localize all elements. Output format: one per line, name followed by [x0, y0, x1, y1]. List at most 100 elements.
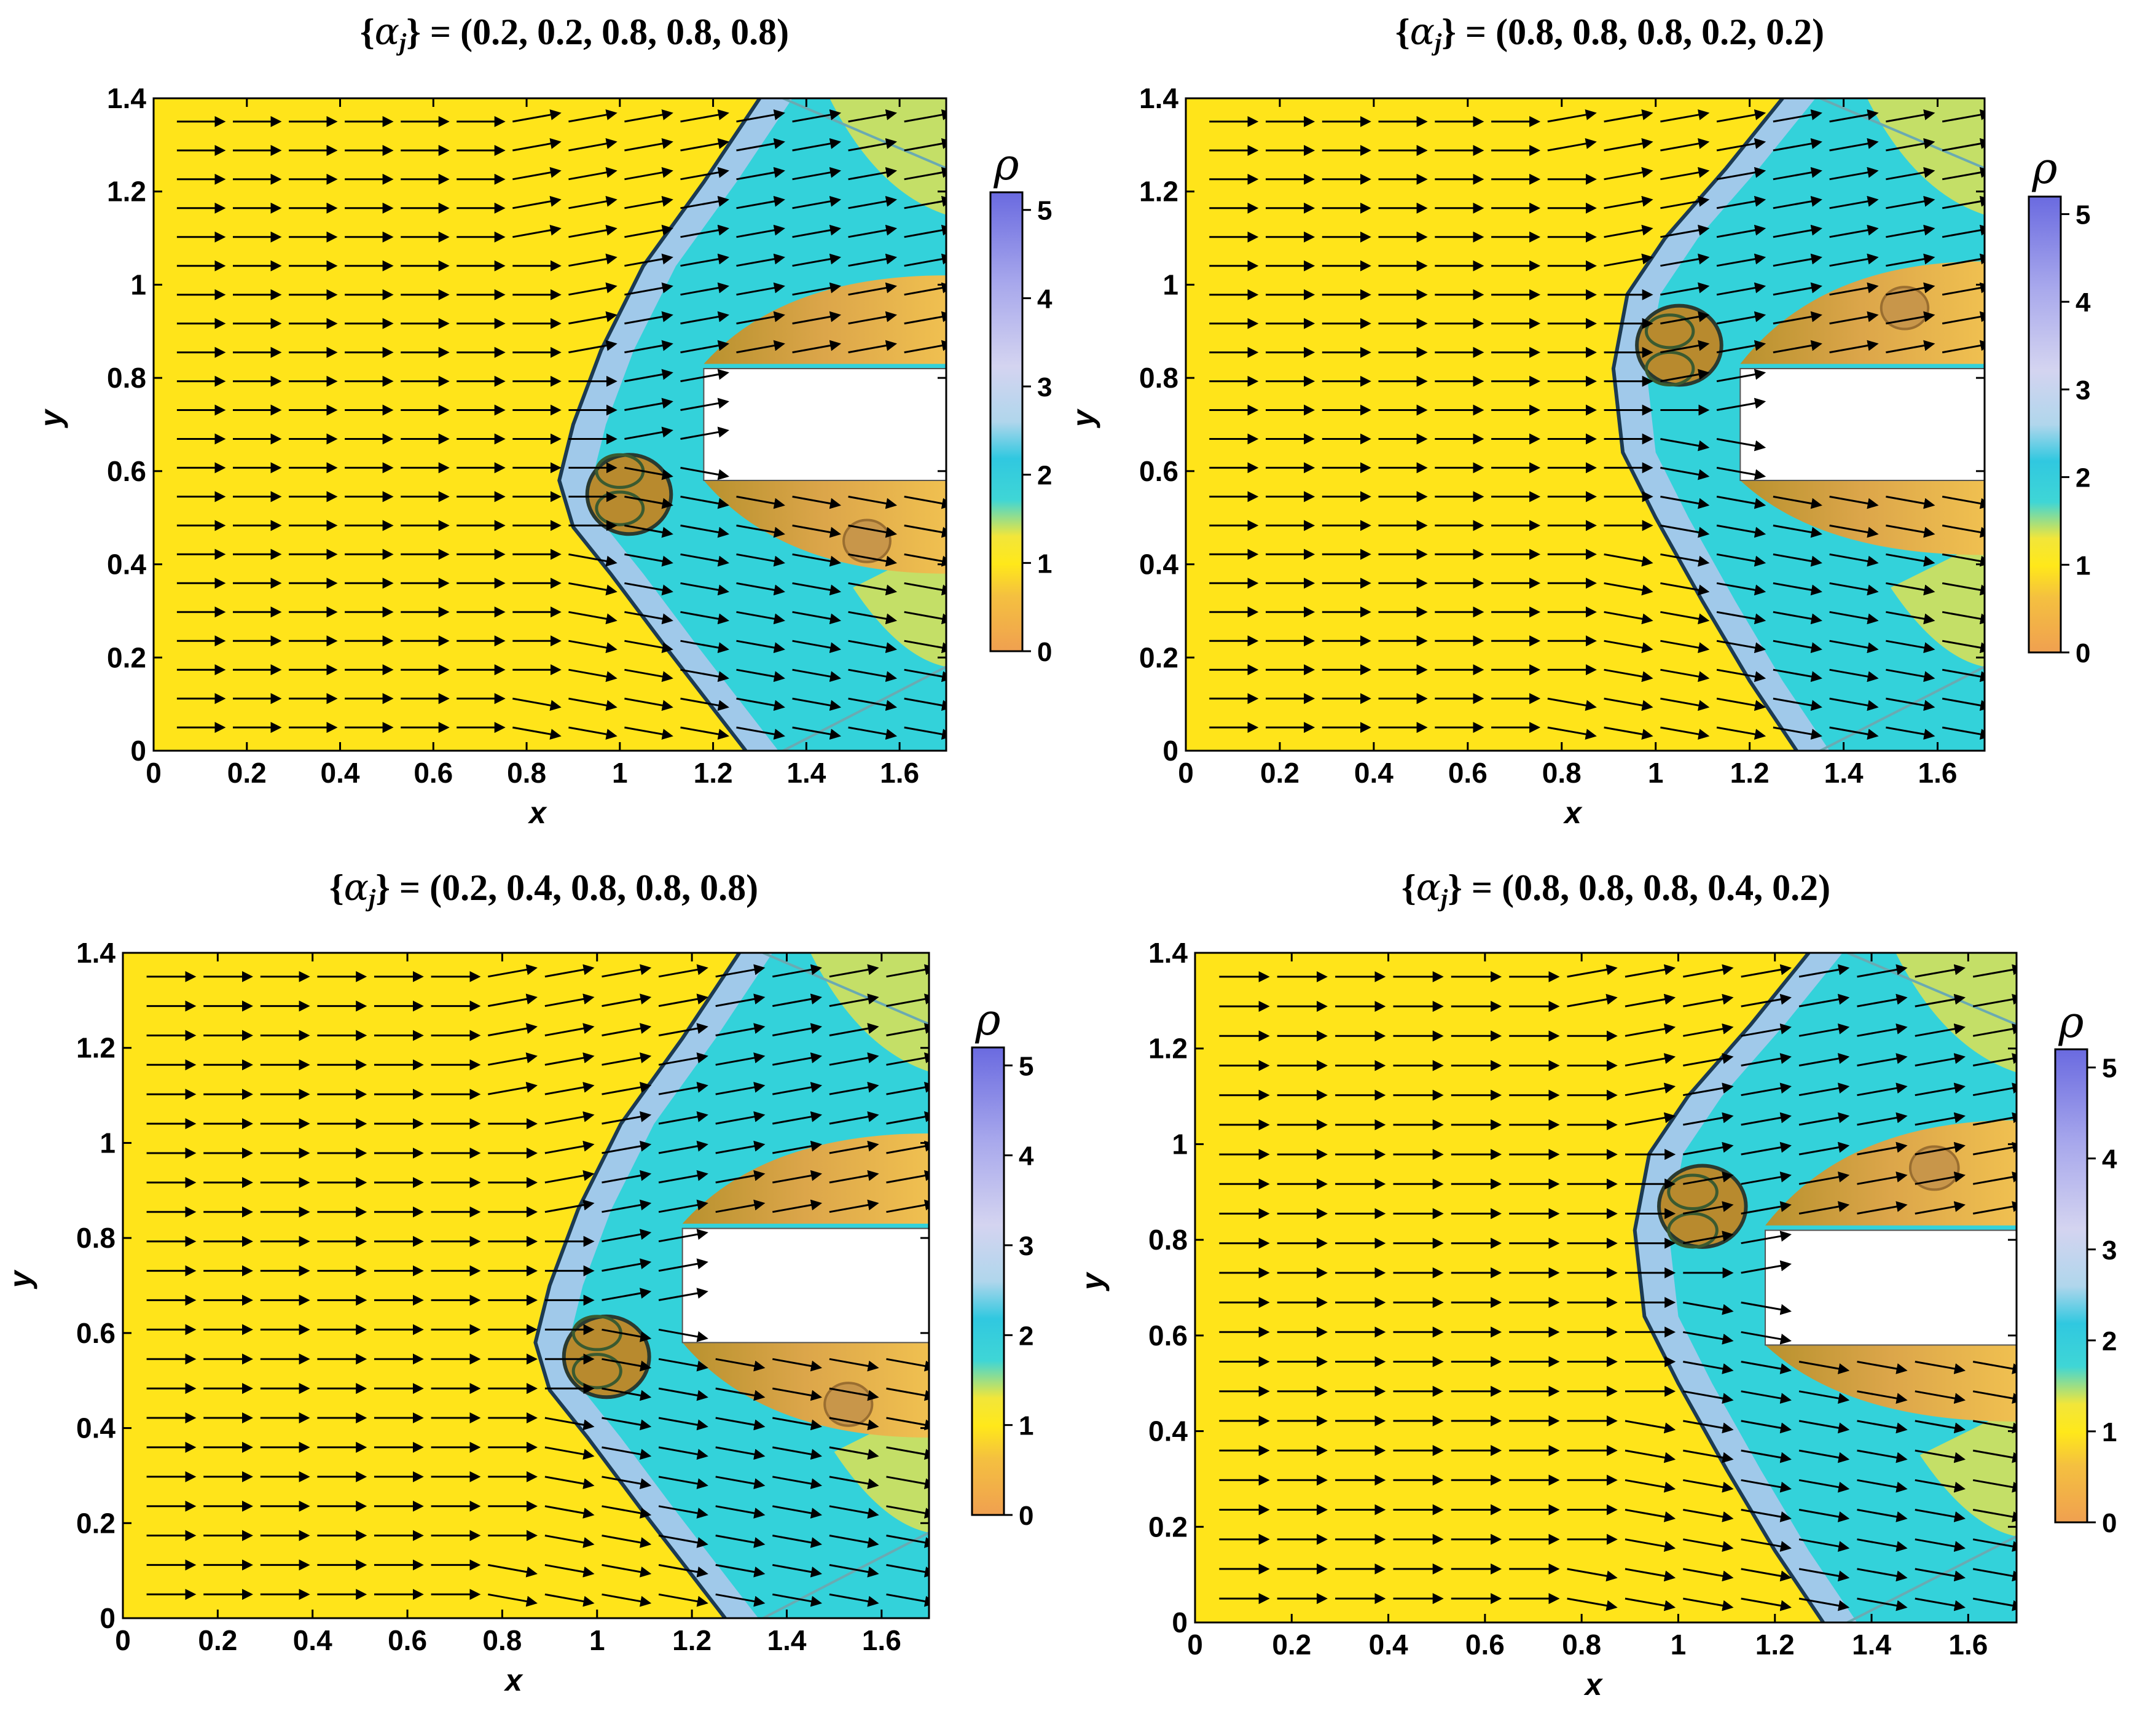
x-tick-label: 0.6 [414, 757, 453, 789]
velocity-arrow [1972, 1568, 2017, 1582]
velocity-arrow [792, 697, 842, 711]
colorbar-tick-label: 1 [2076, 550, 2090, 581]
y-tick-label: 1.4 [1148, 937, 1188, 969]
y-tick-label: 0.2 [1139, 641, 1178, 673]
velocity-arrow [1798, 1390, 1850, 1404]
y-tick-label: 1 [130, 268, 146, 300]
velocity-arrow [1604, 109, 1653, 123]
velocity-arrow [715, 1505, 766, 1519]
velocity-arrow [1942, 640, 1985, 654]
x-axis-label: x [1562, 796, 1583, 830]
velocity-arrow [658, 993, 708, 1008]
velocity-arrow [1857, 1082, 1908, 1097]
velocity-arrow [736, 582, 785, 596]
velocity-arrow [624, 109, 673, 123]
velocity-arrow [1716, 224, 1766, 238]
velocity-arrow [1798, 1509, 1850, 1522]
velocity-arrow [715, 1081, 766, 1095]
velocity-arrow [1773, 524, 1822, 538]
velocity-arrow [1660, 195, 1710, 209]
x-tick-label: 1.2 [672, 1624, 711, 1656]
velocity-arrow [1773, 253, 1822, 267]
velocity-arrow [1829, 495, 1879, 509]
velocity-arrow [1716, 438, 1766, 452]
velocity-arrow [602, 964, 652, 978]
colorbar-tick-label: 5 [2076, 200, 2090, 230]
velocity-arrow [1773, 697, 1822, 711]
velocity-arrow [1829, 253, 1879, 267]
solid-body [682, 1228, 929, 1343]
x-axis-label: x [527, 796, 547, 830]
velocity-arrow [680, 224, 729, 238]
velocity-arrow [658, 1417, 708, 1431]
x-tick-label: 1.4 [786, 757, 826, 789]
velocity-arrow [1972, 1112, 2017, 1126]
body-outline [681, 1227, 929, 1344]
velocity-arrow [1625, 993, 1676, 1008]
x-tick-label: 0.8 [1542, 757, 1582, 789]
colorbar-tick-label: 3 [2076, 375, 2090, 405]
velocity-arrow [1625, 1112, 1676, 1126]
colorbar-tick-label: 0 [2102, 1508, 2117, 1538]
velocity-arrow [602, 1328, 652, 1342]
velocity-arrow [1972, 993, 2017, 1008]
velocity-arrow [772, 1563, 823, 1578]
velocity-arrow [1942, 495, 1985, 509]
velocity-arrow [602, 993, 652, 1008]
colorbar-tick-label: 1 [1019, 1411, 1033, 1441]
velocity-arrow [568, 611, 617, 625]
velocity-arrow [1942, 726, 1985, 740]
velocity-arrow [1798, 1171, 1850, 1185]
velocity-arrow [1857, 1023, 1908, 1037]
panel-title: {αj} = (0.8, 0.8, 0.8, 0.2, 0.2) [1395, 10, 1824, 56]
velocity-arrow [1625, 1568, 1676, 1582]
velocity-arrow [829, 1111, 879, 1125]
velocity-arrow [1829, 524, 1879, 538]
velocity-arrow [829, 1199, 879, 1213]
velocity-arrow [886, 1140, 929, 1154]
velocity-arrow [1716, 668, 1766, 683]
velocity-arrow [1741, 1023, 1792, 1037]
velocity-arrow [680, 282, 729, 296]
velocity-arrow [1915, 1568, 1966, 1582]
velocity-arrow [1798, 1361, 1850, 1374]
x-tick-label: 1.6 [1948, 1629, 1988, 1661]
velocity-arrow [568, 224, 617, 238]
colorbar-gradient [2054, 1048, 2088, 1524]
x-axis: 0 0.2 0.4 0.6 0.8 1 1.2 1.4 1.6 [1178, 98, 1958, 789]
velocity-arrow [624, 668, 673, 683]
velocity-arrow [848, 166, 898, 181]
velocity-arrow [1716, 582, 1766, 596]
velocity-arrow [1604, 195, 1653, 209]
colorbar-tick-label: 4 [1037, 284, 1053, 314]
velocity-arrow [1741, 1260, 1792, 1274]
velocity-arrow [1972, 964, 2017, 978]
velocity-arrow [904, 495, 946, 509]
velocity-arrow [658, 1535, 708, 1548]
velocity-arrow [1857, 1141, 1908, 1156]
velocity-arrow [715, 1052, 766, 1066]
velocity-arrow [1716, 397, 1766, 411]
velocity-arrow [792, 224, 842, 238]
x-axis: 0 0.2 0.4 0.6 0.8 1 1.2 1.4 1.6 [115, 953, 901, 1656]
y-tick-label: 1.2 [76, 1032, 116, 1064]
velocity-arrow [1829, 340, 1879, 354]
velocity-arrow [680, 311, 729, 325]
velocity-arrow [848, 109, 898, 123]
density-field [1186, 98, 1985, 751]
y-axis-label: y [1075, 1272, 1110, 1292]
velocity-arrow [829, 1140, 879, 1154]
velocity-arrow [772, 1387, 823, 1401]
colorbar: 0 1 2 3 4 5ρ [971, 995, 1034, 1531]
velocity-arrow [1741, 1201, 1792, 1215]
velocity-arrow [1886, 553, 1935, 567]
y-tick-label: 0 [130, 735, 146, 767]
colorbar-tick-label: 3 [1037, 372, 1052, 402]
velocity-arrow [1915, 1082, 1966, 1097]
velocity-arrow [512, 224, 562, 238]
velocity-arrow [736, 524, 785, 538]
velocity-arrow [1683, 964, 1734, 978]
velocity-arrow [544, 1199, 595, 1213]
colorbar-tick-label: 2 [2102, 1326, 2117, 1356]
velocity-arrow [1972, 1509, 2017, 1522]
